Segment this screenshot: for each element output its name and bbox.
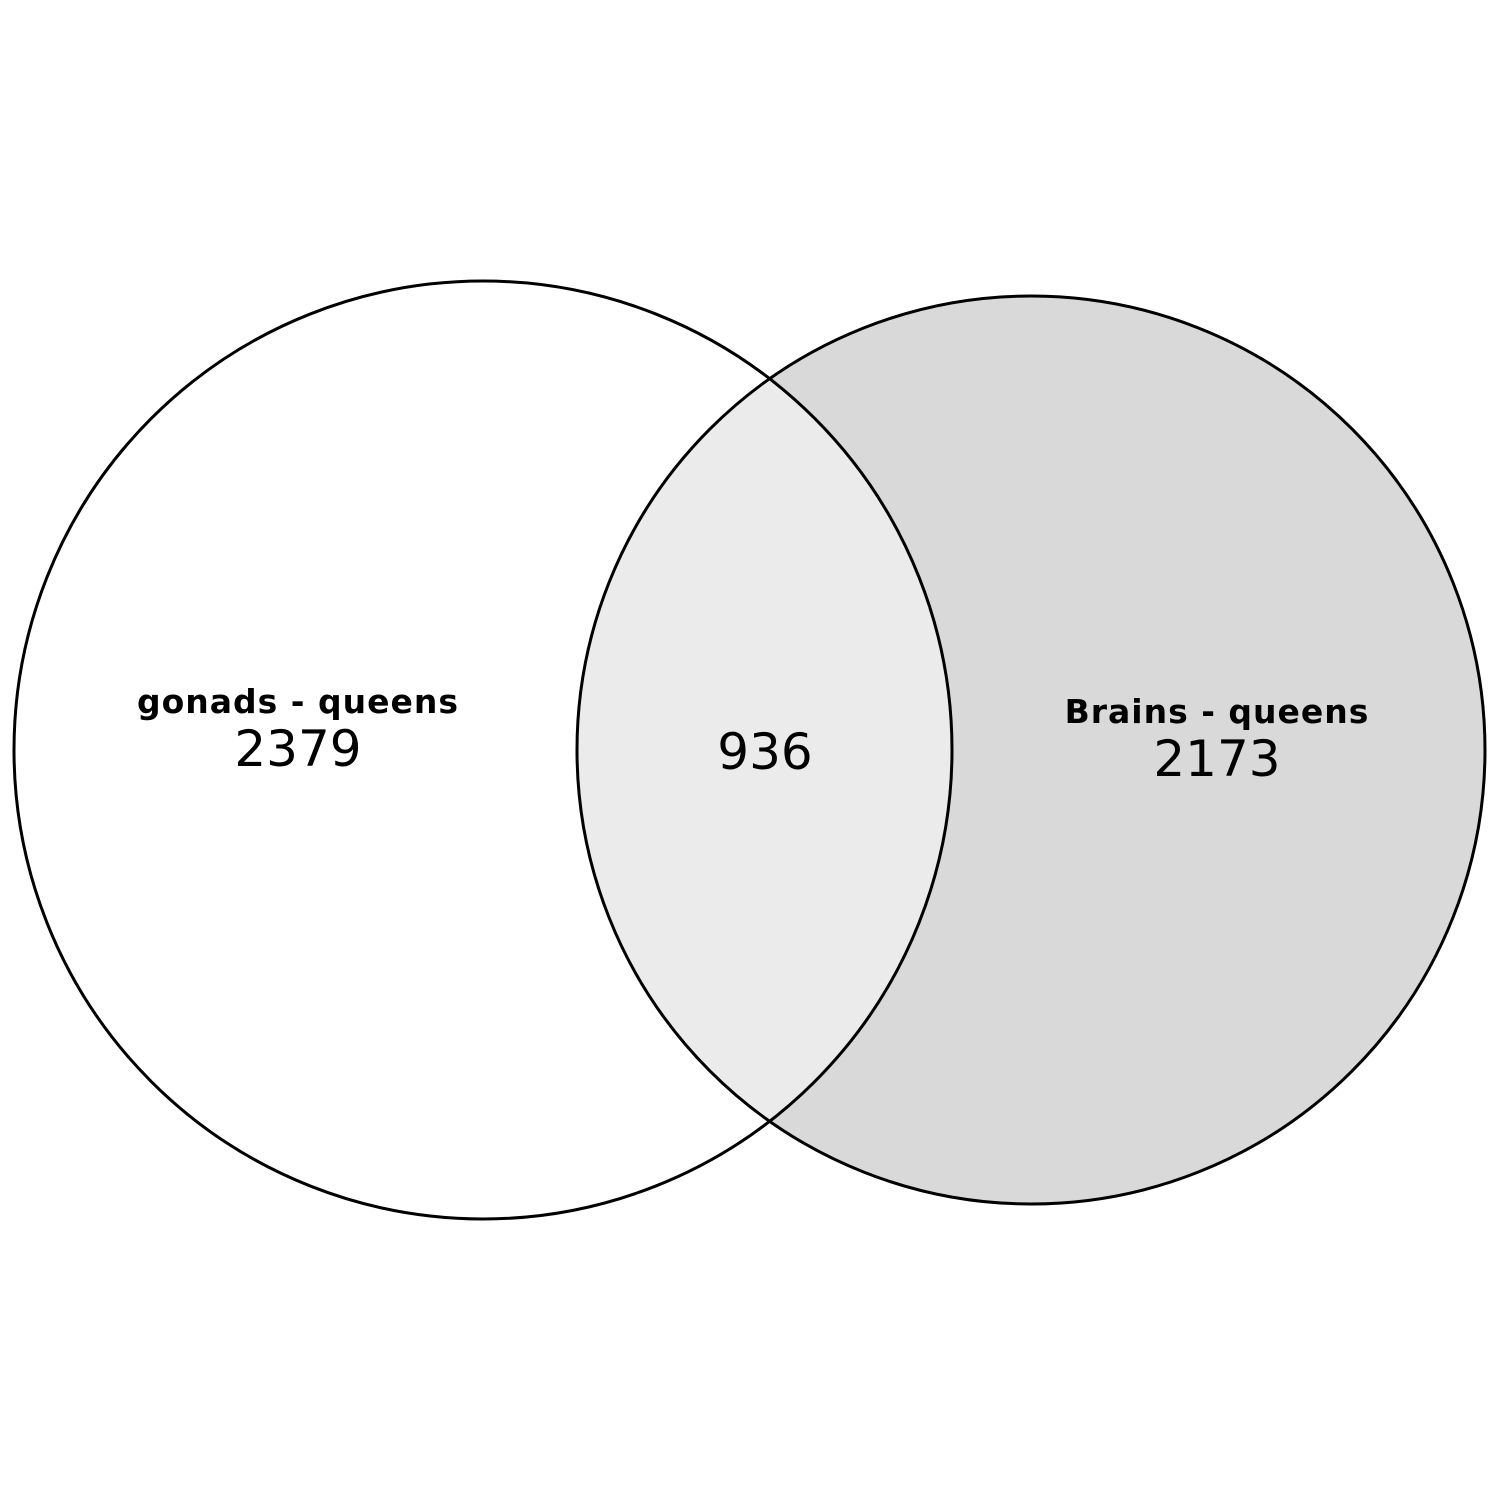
set-left-outline xyxy=(12,279,954,1221)
set-left-count: 2379 xyxy=(234,720,361,778)
set-left-label: gonads - queens xyxy=(137,682,459,721)
intersection-fill xyxy=(577,296,952,1204)
set-right-label: Brains - queens xyxy=(1065,692,1370,731)
set-right-count: 2173 xyxy=(1153,730,1280,788)
intersection-count: 936 xyxy=(717,723,812,781)
set-right-outline xyxy=(575,294,1487,1206)
